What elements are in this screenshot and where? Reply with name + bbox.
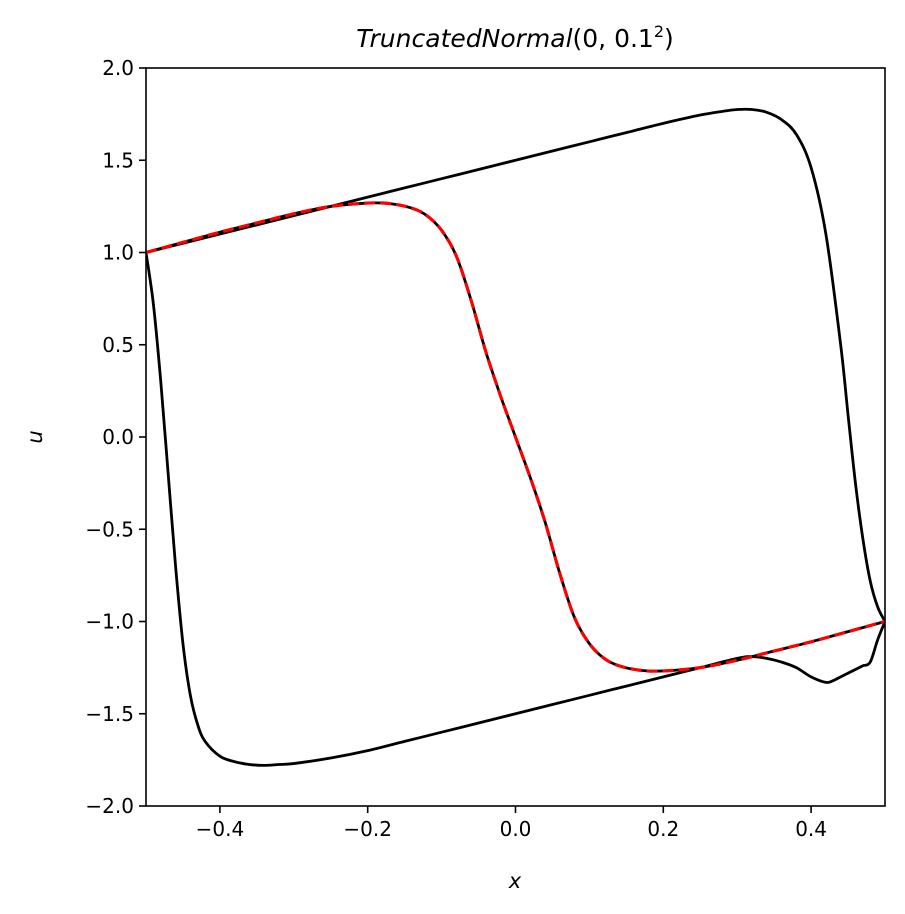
y-tick-label: 1.5 [102, 148, 134, 172]
chart-title-args: (0, 0.1 [573, 24, 654, 53]
series-line-4 [146, 201, 885, 673]
x-axis-label: x [508, 869, 522, 893]
y-tick-label: 2.0 [102, 56, 134, 80]
x-tick-label: 0.4 [795, 817, 827, 841]
chart-title: TruncatedNormal(0, 0.12) [356, 22, 674, 53]
y-tick-label: −2.0 [85, 794, 134, 818]
x-tick-label: 0.0 [500, 817, 532, 841]
y-tick-label: −1.5 [85, 702, 134, 726]
x-tick-label: −0.2 [343, 817, 392, 841]
chart-title-exponent: 2 [654, 22, 664, 41]
x-axis-ticks: −0.4 −0.2 0.0 0.2 0.4 [196, 806, 827, 841]
y-tick-label: 1.0 [102, 241, 134, 265]
x-tick-label: −0.4 [196, 817, 245, 841]
y-tick-label: −1.0 [85, 610, 134, 634]
chart-title-close: ) [664, 24, 674, 53]
chart-title-name: TruncatedNormal [356, 24, 572, 53]
y-axis-label: u [23, 430, 47, 443]
y-tick-label: 0.5 [102, 333, 134, 357]
series-layer [146, 107, 885, 767]
series-line-1 [146, 251, 885, 767]
y-tick-label: −0.5 [85, 517, 134, 541]
x-tick-label: 0.2 [647, 817, 679, 841]
y-axis-ticks: 2.0 1.5 1.0 0.5 0.0 −0.5 −1.0 −1.5 −2.0 [85, 56, 146, 818]
y-tick-label: 0.0 [102, 425, 134, 449]
